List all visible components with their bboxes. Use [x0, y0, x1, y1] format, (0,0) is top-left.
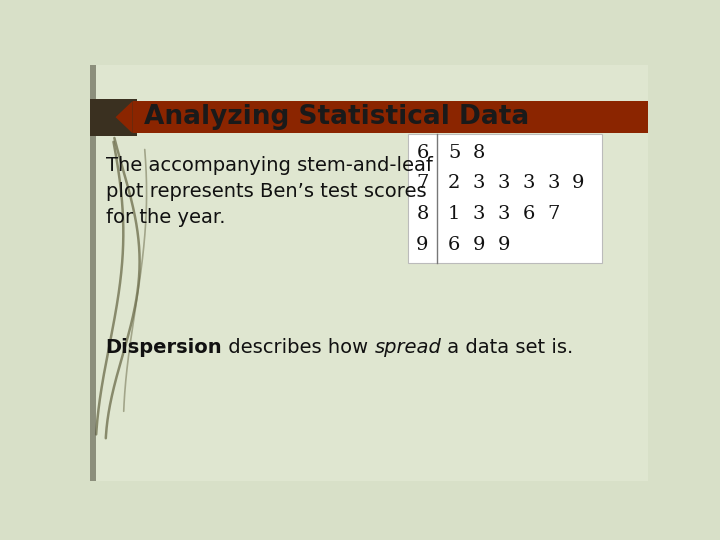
- Text: Dispersion: Dispersion: [106, 338, 222, 357]
- Text: plot represents Ben’s test scores: plot represents Ben’s test scores: [106, 182, 426, 201]
- Text: 3: 3: [523, 174, 535, 192]
- Text: 3: 3: [473, 205, 485, 223]
- Text: Analyzing Statistical Data: Analyzing Statistical Data: [144, 104, 529, 130]
- Text: 3: 3: [547, 174, 559, 192]
- Text: 3: 3: [498, 205, 510, 223]
- Text: 5: 5: [448, 144, 460, 161]
- Bar: [408, 134, 601, 264]
- Bar: [132, 101, 648, 133]
- Text: 7: 7: [547, 205, 559, 223]
- Polygon shape: [116, 101, 132, 133]
- Text: 6: 6: [416, 144, 428, 161]
- Text: 3: 3: [498, 174, 510, 192]
- Text: 9: 9: [498, 236, 510, 254]
- Text: 3: 3: [473, 174, 485, 192]
- Bar: [90, 99, 137, 136]
- Text: 9: 9: [473, 236, 485, 254]
- Text: 7: 7: [416, 174, 428, 192]
- Text: 2: 2: [448, 174, 460, 192]
- Text: for the year.: for the year.: [106, 208, 225, 227]
- Text: 6: 6: [523, 205, 535, 223]
- Text: 8: 8: [416, 205, 428, 223]
- Text: 8: 8: [473, 144, 485, 161]
- Text: The accompanying stem-and-leaf: The accompanying stem-and-leaf: [106, 156, 433, 174]
- Text: 9: 9: [572, 174, 585, 192]
- Bar: [90, 65, 96, 481]
- Text: describes how: describes how: [222, 338, 374, 357]
- Text: 1: 1: [448, 205, 460, 223]
- Text: a data set is.: a data set is.: [441, 338, 574, 357]
- Text: spread: spread: [374, 338, 441, 357]
- Text: 6: 6: [448, 236, 460, 254]
- Text: 9: 9: [416, 236, 428, 254]
